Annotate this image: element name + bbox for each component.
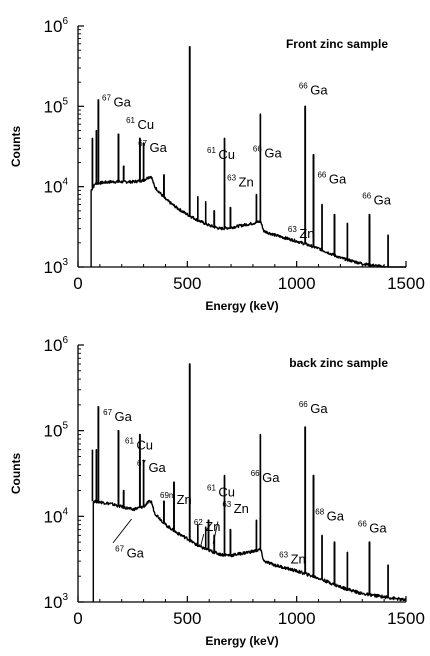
isotope-element: Ga	[264, 146, 282, 161]
isotope-mass-number: 61	[125, 437, 134, 446]
panel-label: Front zinc sample	[286, 37, 388, 51]
chart-panel-2: 0 500 1000 1500 103 104 105 106 Energy (keV) Coun…	[9, 335, 425, 648]
isotope-label: 67 Ga	[102, 93, 132, 109]
isotope-element: Zn	[239, 175, 254, 190]
isotope-element: Ga	[262, 470, 280, 485]
isotope-label: 62 Zn	[194, 518, 221, 534]
isotope-mass-number: 61	[207, 146, 216, 155]
isotope-label: 66 Ga	[362, 191, 392, 207]
y-tick-label: 104	[44, 177, 69, 197]
annotation-pointer	[200, 534, 205, 546]
isotope-mass-number: 63	[227, 174, 236, 183]
isotope-label: 63 Zn	[222, 500, 249, 516]
isotope-element: Ga	[329, 171, 347, 186]
isotope-element: Zn	[299, 226, 314, 241]
isotope-element: Cu	[136, 438, 153, 453]
isotope-label: 61 Cu	[126, 116, 154, 132]
isotope-element: Ga	[310, 83, 328, 98]
isotope-label: 66 Ga	[358, 519, 388, 535]
y-tick-label: 104	[44, 506, 69, 526]
isotope-element: Cu	[218, 147, 235, 162]
spectrum-line	[90, 46, 407, 268]
y-tick-label: 105	[44, 421, 69, 441]
y-tick-label: 106	[44, 335, 69, 355]
isotope-label: 63 Zn	[279, 551, 306, 567]
isotope-mass-number: 62	[194, 518, 203, 527]
isotope-label: 67 Ga	[103, 408, 133, 424]
isotope-mass-number: 66	[362, 191, 371, 200]
isotope-label: 68 Ga	[315, 507, 345, 523]
isotope-mass-number: 61	[126, 116, 135, 125]
x-tick-label: 1000	[278, 274, 316, 293]
isotope-label: 66 Ga	[253, 145, 283, 161]
isotope-element: Ga	[374, 192, 392, 207]
isotope-element: Zn	[177, 492, 192, 507]
isotope-mass-number: 66	[358, 519, 367, 528]
isotope-element: Ga	[148, 460, 166, 475]
y-tick-label: 106	[44, 16, 69, 36]
x-tick-label: 500	[173, 274, 201, 293]
isotope-label: 63 Zn	[288, 225, 315, 241]
isotope-element: Ga	[113, 94, 131, 109]
isotope-mass-number: 69m	[160, 491, 176, 500]
panel-label: back zinc sample	[289, 356, 388, 370]
y-tick-label: 103	[44, 257, 69, 277]
isotope-label: 69m Zn	[160, 491, 192, 507]
isotope-label: 61 Cu	[207, 484, 235, 500]
isotope-label: 67 Ga	[115, 545, 145, 561]
isotope-label: 63 Zn	[227, 174, 254, 190]
chart-panel-1: 0 500 1000 1500 103 104 105 106 Energy (keV) Coun…	[9, 16, 425, 313]
isotope-mass-number: 63	[288, 225, 297, 234]
annotation-pointer	[212, 521, 219, 544]
y-axis-title: Counts	[9, 126, 23, 168]
isotope-element: Ga	[150, 140, 168, 155]
y-tick-label: 105	[44, 96, 69, 116]
isotope-label: 61 Cu	[125, 437, 153, 453]
isotope-label: 67 Ga	[137, 459, 167, 475]
isotope-label: 67 Ga	[138, 139, 168, 155]
isotope-mass-number: 67	[102, 93, 111, 102]
isotope-label: 66 Ga	[251, 469, 281, 485]
isotope-element: Cu	[138, 117, 155, 132]
isotope-element: Cu	[218, 485, 235, 500]
isotope-label: 66 Ga	[299, 82, 329, 98]
x-axis-title: Energy (keV)	[205, 299, 278, 313]
x-tick-label: 500	[173, 609, 201, 628]
spectrum-line	[92, 363, 407, 602]
x-tick-label: 1500	[387, 274, 425, 293]
isotope-mass-number: 67	[103, 408, 112, 417]
isotope-element: Ga	[115, 409, 133, 424]
x-tick-label: 1000	[278, 609, 316, 628]
isotope-element: Zn	[291, 552, 306, 567]
x-axis-title: Energy (keV)	[205, 634, 278, 648]
y-tick-label: 103	[44, 592, 69, 612]
y-axis-title: Counts	[9, 453, 23, 495]
isotope-element: Zn	[234, 501, 249, 516]
isotope-mass-number: 66	[299, 400, 308, 409]
isotope-element: Ga	[327, 508, 345, 523]
isotope-mass-number: 67	[138, 139, 147, 148]
isotope-mass-number: 66	[253, 145, 262, 154]
isotope-element: Ga	[127, 546, 145, 561]
isotope-element: Ga	[310, 401, 328, 416]
isotope-mass-number: 61	[207, 484, 216, 493]
isotope-label: 66 Ga	[317, 170, 347, 186]
isotope-element: Zn	[205, 519, 220, 534]
x-tick-label: 0	[73, 609, 82, 628]
isotope-mass-number: 67	[137, 459, 146, 468]
x-tick-label: 0	[73, 274, 82, 293]
annotation-pointer	[112, 518, 132, 544]
isotope-mass-number: 68	[315, 507, 324, 516]
isotope-mass-number: 66	[299, 82, 308, 91]
isotope-label: 66 Ga	[299, 400, 329, 416]
isotope-label: 61 Cu	[207, 146, 235, 162]
isotope-element: Ga	[369, 520, 387, 535]
isotope-mass-number: 63	[279, 551, 288, 560]
isotope-mass-number: 66	[317, 170, 326, 179]
isotope-mass-number: 66	[251, 469, 260, 478]
isotope-mass-number: 63	[222, 500, 231, 509]
x-tick-label: 1500	[387, 609, 425, 628]
isotope-mass-number: 67	[115, 545, 124, 554]
